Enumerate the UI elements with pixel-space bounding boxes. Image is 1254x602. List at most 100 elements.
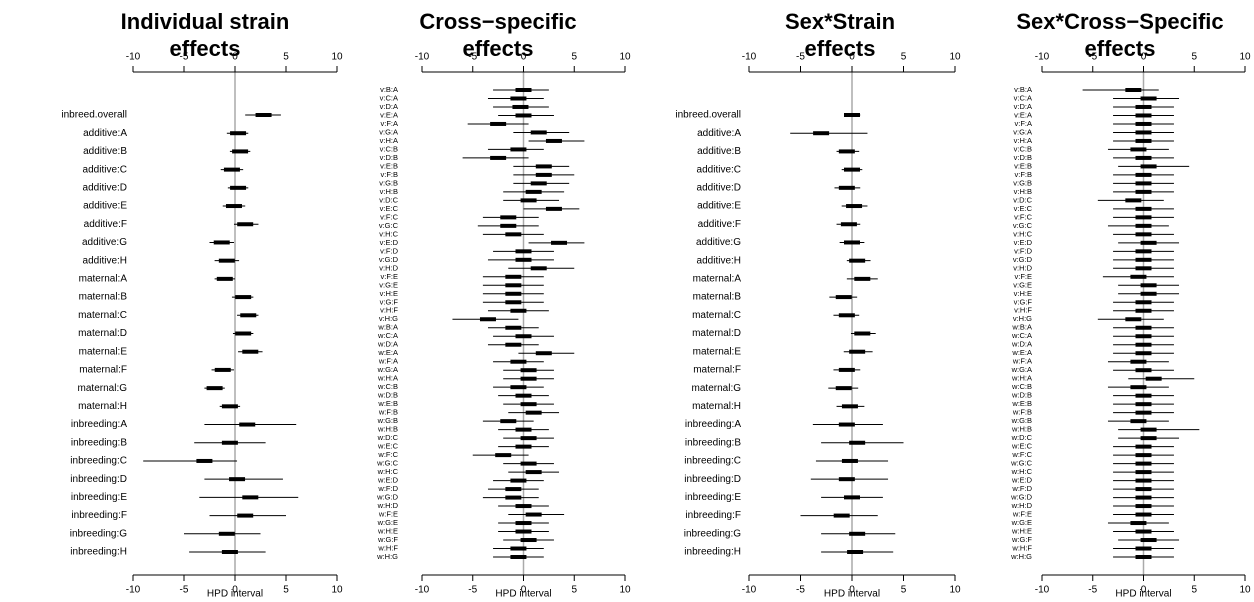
row-label: w:E:A bbox=[1011, 348, 1032, 357]
row-label: additive:D bbox=[697, 182, 741, 193]
row-label: v:E:B bbox=[380, 161, 398, 170]
median-marker bbox=[505, 487, 522, 492]
row-label: w:C:B bbox=[1011, 382, 1032, 391]
row-label: inbreeding:E bbox=[71, 492, 127, 503]
row-label: v:D:B bbox=[380, 153, 398, 162]
panel-title: Cross−specific effects bbox=[419, 9, 577, 61]
row-label: w:D:B bbox=[1011, 391, 1032, 400]
median-marker bbox=[849, 440, 866, 445]
median-marker bbox=[520, 198, 537, 203]
median-marker bbox=[213, 240, 230, 245]
row-label: maternal:C bbox=[692, 310, 741, 321]
median-marker bbox=[844, 113, 860, 117]
row-label: w:D:C bbox=[1011, 433, 1033, 442]
row-label: inbreeding:H bbox=[684, 547, 741, 558]
median-marker bbox=[515, 427, 532, 432]
row-label: v:G:E bbox=[379, 280, 398, 289]
row-label: additive:E bbox=[697, 201, 741, 212]
row-label: maternal:A bbox=[693, 274, 742, 285]
median-marker bbox=[813, 131, 830, 136]
row-label: v:D:C bbox=[379, 195, 398, 204]
row-label: w:G:C bbox=[376, 459, 398, 468]
row-label: w:G:F bbox=[1011, 535, 1032, 544]
row-label: v:H:C bbox=[1013, 229, 1032, 238]
row-label: w:C:A bbox=[377, 331, 398, 340]
x-tick-label: -10 bbox=[1035, 52, 1050, 63]
row-label: maternal:D bbox=[692, 328, 741, 339]
row-label: v:F:A bbox=[1014, 119, 1032, 128]
row-label: v:E:C bbox=[380, 204, 399, 213]
x-tick-label: -10 bbox=[742, 52, 757, 63]
median-marker bbox=[1135, 215, 1152, 220]
row-label: w:H:G bbox=[376, 552, 398, 561]
median-marker bbox=[515, 249, 532, 254]
median-marker bbox=[479, 317, 496, 322]
row-label: w:G:E bbox=[1011, 518, 1032, 527]
x-tick-label: 10 bbox=[949, 52, 961, 63]
row-label: w:H:B bbox=[377, 425, 398, 434]
row-label: v:H:B bbox=[1014, 187, 1032, 196]
median-marker bbox=[1135, 512, 1152, 517]
median-marker bbox=[505, 291, 522, 296]
median-marker bbox=[515, 334, 532, 339]
median-marker bbox=[505, 325, 522, 330]
median-marker bbox=[235, 331, 252, 336]
x-tick-label: 10 bbox=[619, 52, 631, 63]
median-marker bbox=[1135, 223, 1152, 228]
row-label: w:H:G bbox=[1010, 552, 1032, 561]
row-label: w:G:A bbox=[1011, 365, 1032, 374]
row-label: w:D:B bbox=[377, 391, 398, 400]
median-marker bbox=[500, 215, 517, 220]
median-marker bbox=[515, 521, 532, 526]
median-marker bbox=[515, 257, 532, 262]
median-marker bbox=[525, 470, 542, 475]
median-marker bbox=[545, 206, 562, 211]
median-marker bbox=[849, 349, 866, 354]
x-tick-label: 5 bbox=[901, 52, 907, 63]
row-label: v:F:C bbox=[380, 212, 398, 221]
row-label: additive:C bbox=[83, 164, 127, 175]
x-axis-label: HPD interval bbox=[1115, 589, 1171, 600]
median-marker bbox=[495, 453, 512, 458]
median-marker bbox=[1135, 130, 1152, 135]
row-label: v:G:F bbox=[380, 297, 399, 306]
row-label: inbreeding:D bbox=[684, 474, 741, 485]
row-label: w:G:B bbox=[1011, 416, 1032, 425]
x-axis-label: HPD interval bbox=[495, 589, 551, 600]
row-label: maternal:H bbox=[692, 401, 741, 412]
median-marker bbox=[1135, 546, 1152, 551]
row-label: maternal:G bbox=[692, 383, 742, 394]
row-label: v:G:B bbox=[1013, 178, 1032, 187]
median-marker bbox=[515, 393, 532, 398]
median-marker bbox=[1135, 504, 1152, 509]
x-tick-label: -10 bbox=[415, 585, 430, 596]
row-label: additive:E bbox=[83, 201, 127, 212]
row-label: v:E:D bbox=[380, 238, 399, 247]
median-marker bbox=[520, 368, 537, 373]
row-label: v:H:G bbox=[379, 314, 398, 323]
row-label: v:B:A bbox=[1014, 85, 1032, 94]
row-label: v:D:A bbox=[1014, 102, 1032, 111]
x-tick-label: -10 bbox=[126, 585, 141, 596]
median-marker bbox=[240, 313, 257, 318]
median-marker bbox=[230, 131, 247, 136]
row-label: w:D:A bbox=[1011, 340, 1032, 349]
median-marker bbox=[833, 513, 850, 518]
row-label: v:B:A bbox=[380, 85, 398, 94]
median-marker bbox=[1140, 427, 1157, 432]
row-label: additive:G bbox=[696, 237, 741, 248]
row-label: w:B:A bbox=[377, 323, 398, 332]
row-label: w:E:D bbox=[1011, 476, 1033, 485]
median-marker bbox=[1135, 266, 1152, 271]
row-label: v:H:E bbox=[380, 289, 398, 298]
row-label: w:F:E bbox=[1012, 510, 1032, 519]
median-marker bbox=[512, 104, 529, 109]
median-marker bbox=[1140, 291, 1157, 296]
row-label: v:D:A bbox=[380, 102, 398, 111]
median-marker bbox=[225, 204, 242, 209]
x-tick-label: -5 bbox=[1088, 52, 1097, 63]
median-marker bbox=[515, 113, 532, 118]
median-marker bbox=[1135, 555, 1152, 559]
median-marker bbox=[535, 351, 552, 356]
row-label: v:E:D bbox=[1014, 238, 1033, 247]
